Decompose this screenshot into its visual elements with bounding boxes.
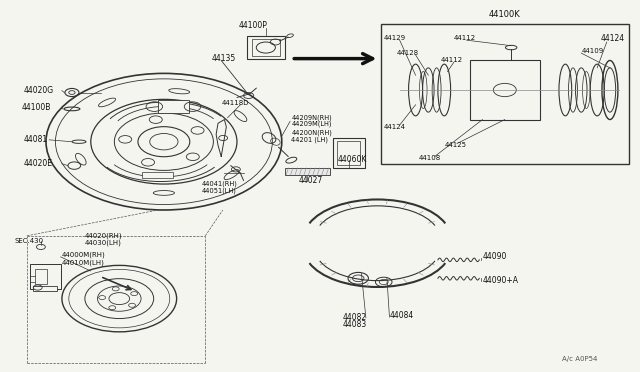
Bar [35, 269, 47, 284]
Text: 44084: 44084 [390, 311, 414, 320]
Ellipse shape [99, 98, 116, 107]
Bar [337, 141, 360, 165]
Ellipse shape [234, 110, 247, 122]
Bar [252, 39, 280, 56]
Bar [246, 36, 285, 59]
Bar [285, 168, 330, 174]
Text: 44083: 44083 [342, 320, 367, 329]
Text: 44030(LH): 44030(LH) [84, 240, 121, 247]
Ellipse shape [76, 153, 86, 165]
Text: 44041(RH): 44041(RH) [202, 181, 238, 187]
Text: 44090: 44090 [483, 252, 507, 262]
Text: 44128: 44128 [396, 50, 419, 56]
Text: A/c A0P54: A/c A0P54 [562, 356, 598, 362]
Text: 44108: 44108 [419, 155, 441, 161]
Text: 44201 (LH): 44201 (LH) [291, 136, 328, 143]
Text: 44200N(RH): 44200N(RH) [291, 130, 332, 137]
Text: 44060K: 44060K [338, 155, 367, 164]
Ellipse shape [224, 170, 239, 180]
Bar [333, 138, 365, 167]
Text: 44112: 44112 [441, 57, 463, 64]
Text: 44051(LH): 44051(LH) [202, 187, 237, 194]
Text: 44010M(LH): 44010M(LH) [62, 260, 105, 266]
Bar [141, 172, 173, 178]
Bar [470, 61, 540, 119]
Text: 44129: 44129 [384, 35, 406, 41]
Text: 44100B: 44100B [22, 103, 51, 112]
Text: 44090+A: 44090+A [483, 276, 518, 285]
Text: 44081: 44081 [24, 135, 48, 144]
Text: 44020(RH): 44020(RH) [84, 232, 122, 239]
Text: 44020G: 44020G [24, 86, 54, 95]
Bar [30, 263, 61, 289]
Text: 44124: 44124 [600, 34, 625, 43]
Text: 44109: 44109 [581, 48, 604, 54]
Text: 44082: 44082 [342, 312, 367, 321]
Text: 44100K: 44100K [489, 10, 521, 19]
Text: 44118D: 44118D [221, 100, 249, 106]
Text: SEC.430: SEC.430 [14, 238, 44, 244]
Text: 44124: 44124 [384, 124, 406, 130]
Text: 44112: 44112 [454, 35, 476, 41]
Text: 44209N(RH): 44209N(RH) [291, 115, 332, 121]
Ellipse shape [169, 89, 189, 94]
Ellipse shape [153, 190, 175, 195]
Bar [157, 100, 189, 113]
Text: 44125: 44125 [444, 142, 467, 148]
Text: 44027: 44027 [299, 176, 323, 185]
Bar [33, 286, 58, 291]
Text: 44100P: 44100P [239, 21, 268, 30]
Text: 44020E: 44020E [24, 159, 52, 168]
Text: 44135: 44135 [212, 54, 236, 63]
Text: 44000M(RH): 44000M(RH) [62, 251, 106, 257]
Bar [381, 23, 629, 164]
Text: 44209M(LH): 44209M(LH) [291, 121, 332, 127]
